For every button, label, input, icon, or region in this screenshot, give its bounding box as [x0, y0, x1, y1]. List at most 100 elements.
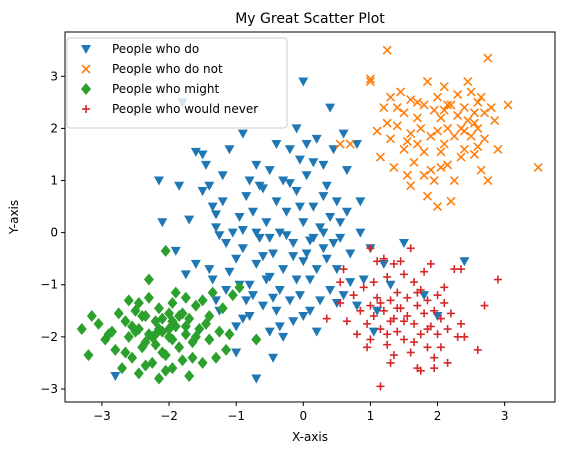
data-point: [264, 272, 275, 282]
data-point: [436, 113, 446, 123]
data-point: [264, 166, 275, 176]
data-point: [143, 291, 154, 304]
data-point: [473, 123, 483, 133]
data-point: [436, 147, 446, 157]
x-axis: −3 −2 −1 0 1 2 3: [93, 402, 508, 423]
data-point: [416, 330, 425, 339]
data-point: [392, 102, 402, 113]
data-point: [291, 186, 302, 196]
data-point: [308, 202, 319, 212]
data-point: [459, 102, 469, 113]
data-point: [439, 105, 449, 115]
data-point: [382, 118, 392, 128]
data-point: [130, 325, 141, 338]
data-point: [483, 175, 493, 186]
data-point: [412, 97, 422, 107]
data-point: [432, 126, 443, 136]
data-point: [432, 312, 443, 322]
data-point: [440, 298, 449, 307]
data-point: [237, 226, 248, 236]
data-point: [446, 100, 456, 110]
data-point: [379, 306, 388, 315]
data-point: [335, 218, 346, 228]
data-point: [351, 301, 362, 311]
data-point: [503, 100, 513, 110]
data-point: [419, 100, 429, 110]
data-point: [157, 312, 168, 325]
data-point: [432, 92, 443, 102]
data-point: [247, 207, 258, 217]
data-point: [469, 118, 480, 128]
data-point: [378, 259, 389, 269]
data-point: [386, 358, 395, 367]
data-point: [358, 275, 369, 285]
data-point: [439, 139, 449, 149]
data-point: [254, 233, 265, 243]
data-point: [187, 351, 198, 364]
data-point: [426, 259, 435, 268]
data-point: [426, 165, 436, 175]
data-point: [143, 273, 154, 286]
data-point: [443, 100, 453, 110]
data-point: [83, 349, 94, 362]
data-point: [479, 108, 490, 118]
data-point: [278, 265, 289, 275]
data-point: [244, 312, 255, 322]
legend-item: People who would never: [82, 102, 258, 116]
data-point: [217, 171, 228, 181]
data-point: [117, 362, 128, 375]
data-point: [359, 283, 368, 292]
data-point: [533, 162, 543, 173]
data-point: [338, 291, 349, 301]
series-4: [322, 244, 502, 391]
data-point: [379, 102, 389, 113]
data-point: [180, 270, 191, 280]
data-point: [429, 105, 439, 115]
data-point: [204, 265, 215, 275]
data-point: [234, 281, 245, 294]
series-2: [335, 45, 543, 212]
data-point: [372, 306, 383, 316]
data-point: [463, 116, 473, 126]
data-point: [336, 278, 345, 287]
data-point: [190, 259, 201, 269]
data-point: [430, 306, 439, 315]
legend-item: People who do: [81, 42, 199, 56]
data-point: [241, 296, 252, 306]
data-point: [221, 285, 232, 295]
y-axis: −3 −2 −1 0 1 2 3: [40, 69, 65, 396]
data-point: [410, 278, 419, 287]
data-point: [207, 286, 218, 299]
data-point: [137, 341, 148, 354]
data-point: [423, 343, 432, 352]
data-point: [271, 197, 282, 207]
data-point: [389, 259, 398, 268]
data-point: [221, 343, 232, 356]
data-point: [197, 356, 208, 369]
data-point: [389, 162, 399, 173]
data-point: [325, 285, 336, 295]
data-point: [271, 306, 282, 316]
data-point: [207, 202, 218, 212]
data-point: [113, 307, 124, 320]
data-point: [486, 102, 496, 113]
data-point: [140, 310, 151, 323]
data-point: [308, 158, 319, 168]
data-point: [258, 301, 269, 311]
data-point: [288, 252, 299, 262]
data-point: [392, 121, 402, 131]
data-point: [150, 328, 161, 341]
data-point: [396, 87, 406, 97]
x-tick-label: 3: [501, 409, 509, 423]
data-point: [170, 246, 181, 256]
data-point: [184, 369, 195, 382]
data-point: [443, 325, 452, 334]
data-point: [339, 265, 348, 274]
data-point: [406, 181, 416, 191]
data-point: [305, 236, 315, 246]
data-point: [446, 309, 455, 318]
data-point: [190, 330, 201, 343]
data-point: [76, 323, 87, 336]
data-point: [274, 322, 285, 332]
